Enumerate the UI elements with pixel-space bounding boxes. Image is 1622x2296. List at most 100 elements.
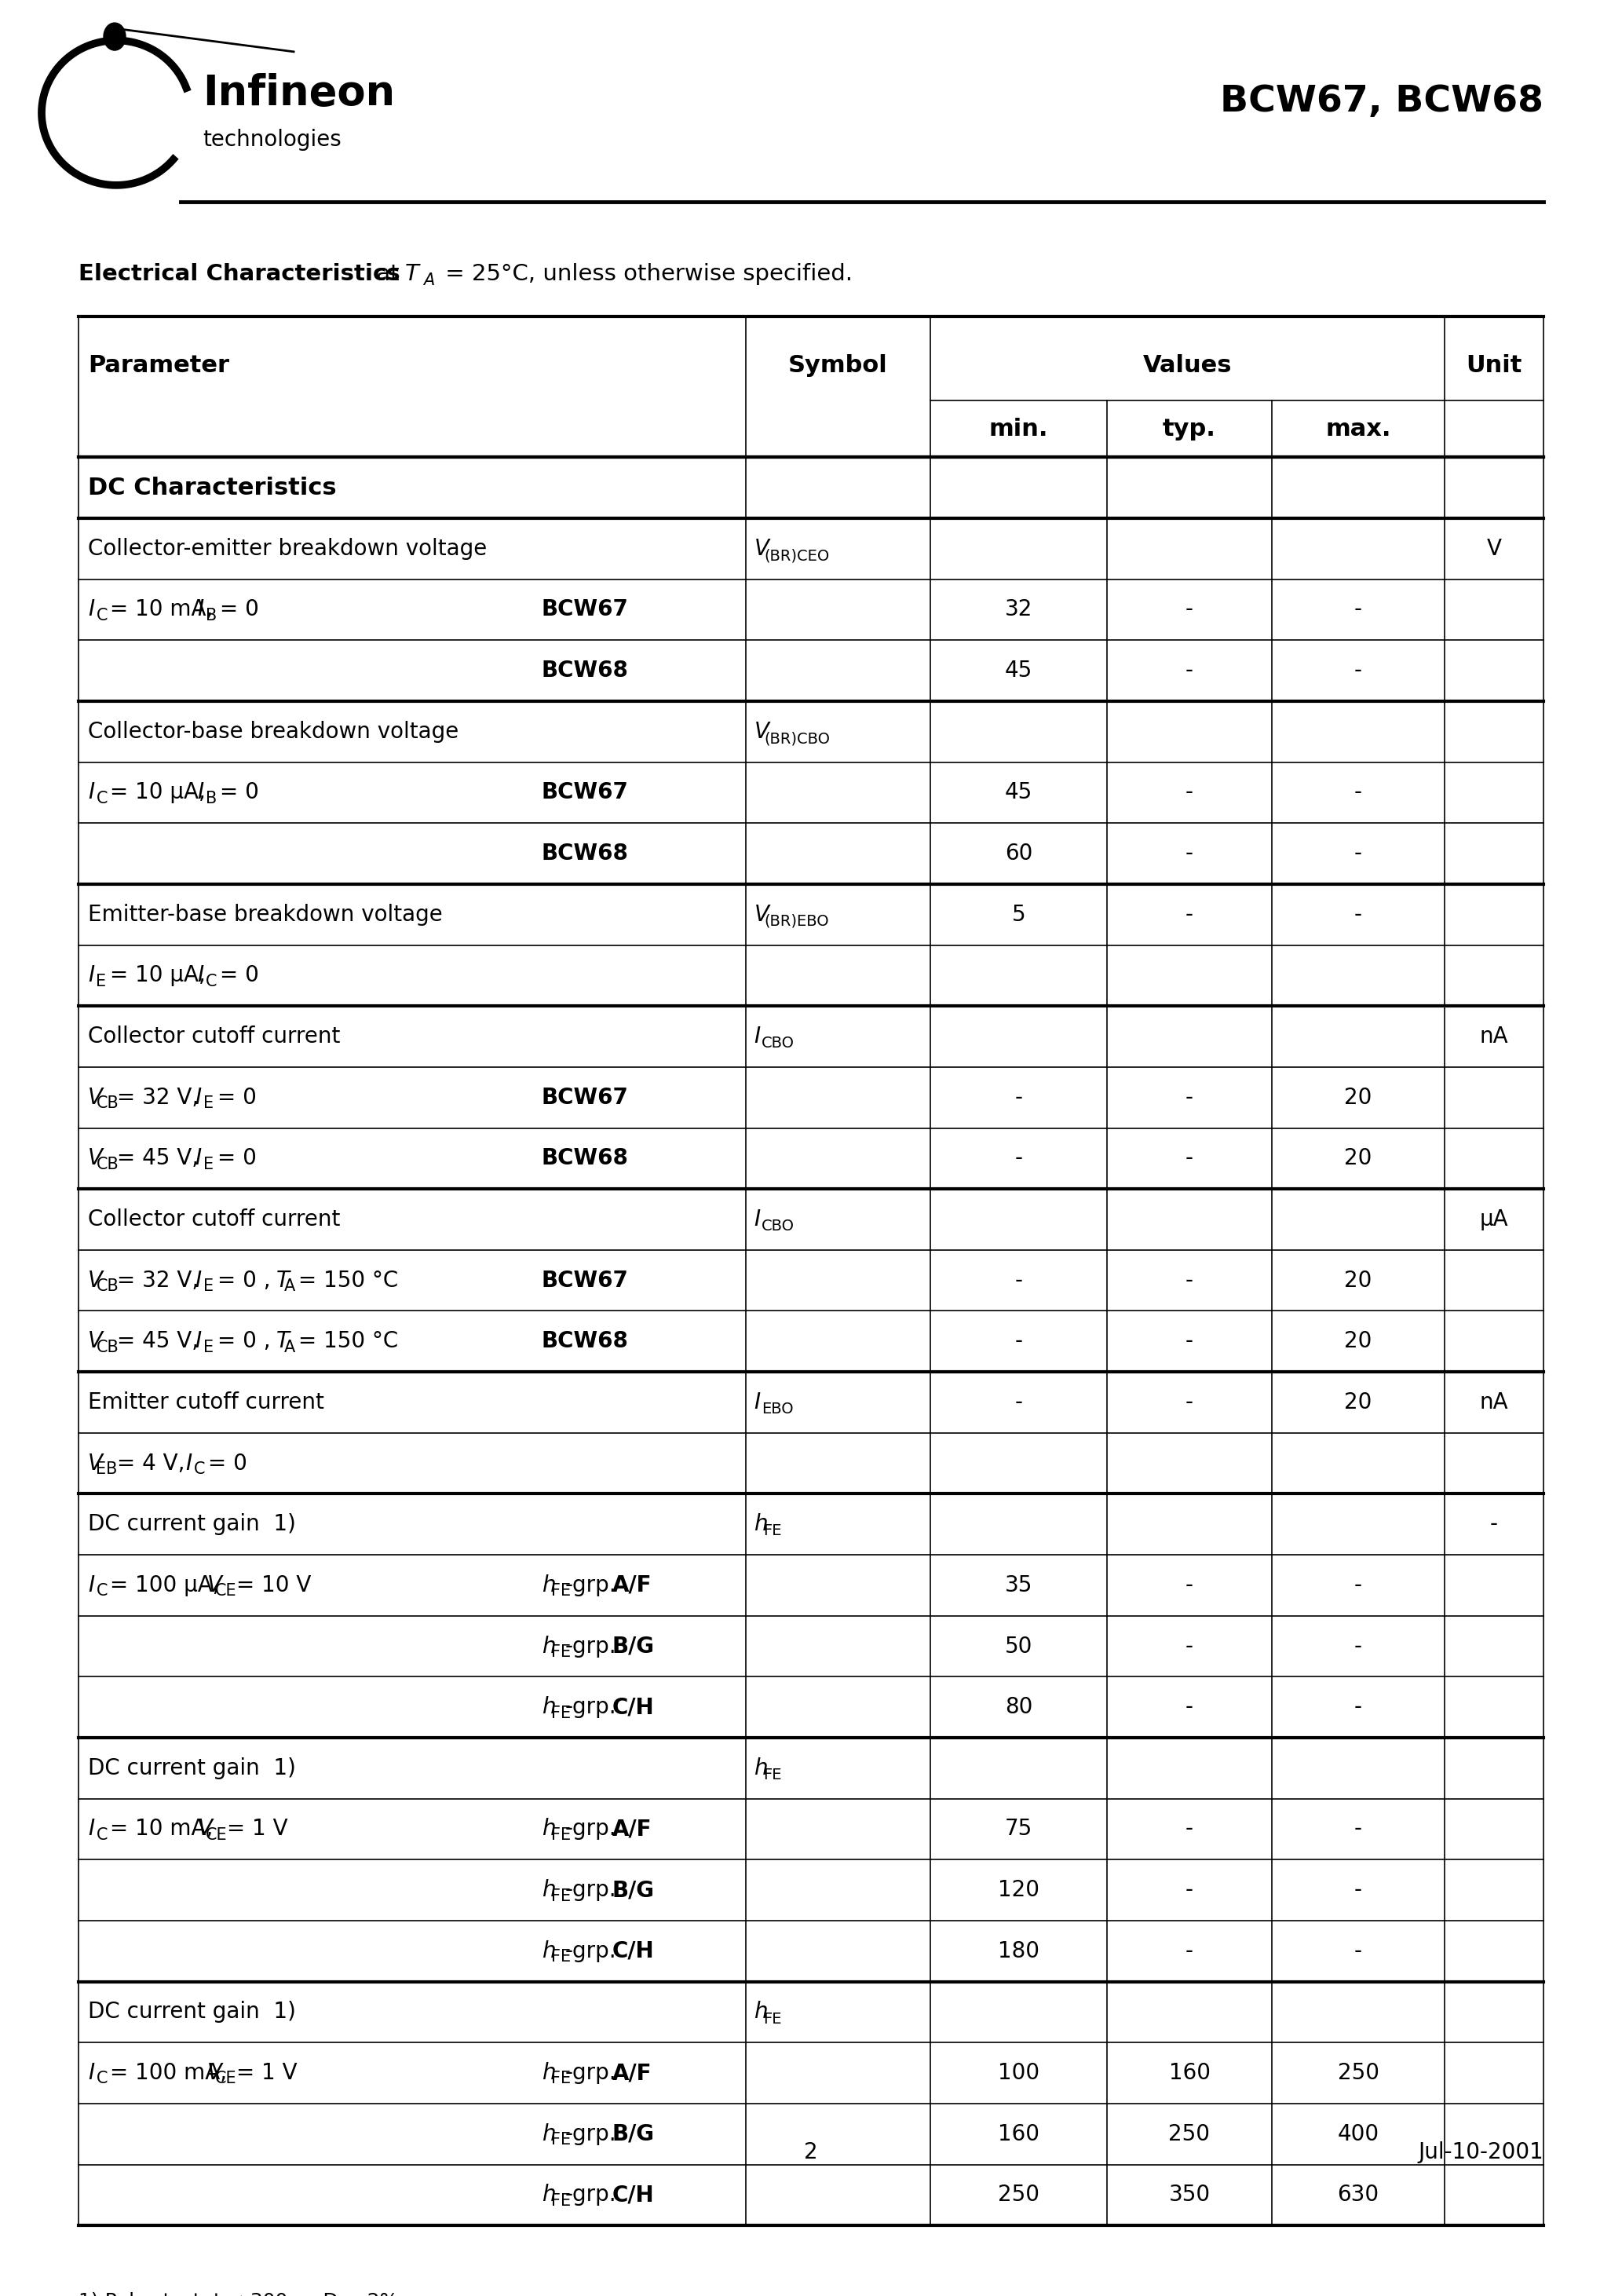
Text: 400: 400 (1338, 2124, 1379, 2144)
Text: $V$: $V$ (754, 721, 772, 742)
Text: CB: CB (96, 1157, 118, 1173)
Text: A/F: A/F (611, 1818, 652, 1839)
Text: I: I (88, 1818, 94, 1839)
Text: E: E (203, 1279, 214, 1295)
Text: -: - (1354, 1635, 1362, 1658)
Text: C: C (96, 2071, 107, 2087)
Text: nA: nA (1479, 1391, 1508, 1414)
Text: -: - (1354, 659, 1362, 682)
Text: $h$: $h$ (754, 1756, 767, 1779)
Text: -: - (1354, 1697, 1362, 1717)
Text: $h$: $h$ (542, 1575, 556, 1596)
Text: = 100 mA,: = 100 mA, (104, 2062, 234, 2085)
Text: $I$: $I$ (754, 1208, 761, 1231)
Text: = 32 V,: = 32 V, (110, 1086, 206, 1109)
Text: 2: 2 (805, 2142, 817, 2163)
Text: = 10 mA,: = 10 mA, (104, 1818, 221, 1839)
Text: FE: FE (762, 1525, 782, 1538)
Text: C: C (206, 974, 217, 990)
Text: BCW67: BCW67 (542, 781, 629, 804)
Text: V: V (88, 1329, 102, 1352)
Text: nA: nA (1479, 1026, 1508, 1047)
Text: A/F: A/F (611, 2062, 652, 2085)
Text: BCW67: BCW67 (542, 599, 629, 620)
Text: FE: FE (551, 1584, 571, 1598)
Text: -grp.: -grp. (564, 1697, 616, 1717)
Text: Infineon: Infineon (203, 73, 396, 115)
Text: V: V (88, 1270, 102, 1290)
Text: I: I (185, 1453, 191, 1474)
Text: C: C (96, 608, 107, 625)
Text: -: - (1186, 1086, 1194, 1109)
Text: max.: max. (1325, 418, 1392, 441)
Text: I: I (88, 781, 94, 804)
Text: V: V (1487, 537, 1502, 560)
Text: $V$: $V$ (754, 905, 772, 925)
Text: 350: 350 (1168, 2183, 1210, 2206)
Text: B/G: B/G (611, 1635, 654, 1658)
Text: DC current gain  1): DC current gain 1) (88, 1756, 295, 1779)
Text: (BR)CEO: (BR)CEO (764, 549, 829, 563)
Text: $I$: $I$ (754, 1026, 761, 1047)
Text: Collector-base breakdown voltage: Collector-base breakdown voltage (88, 721, 459, 742)
Text: = 10 μA,: = 10 μA, (104, 964, 212, 987)
Text: V: V (198, 1818, 212, 1839)
Text: $h$: $h$ (542, 1697, 556, 1717)
Text: 160: 160 (998, 2124, 1040, 2144)
Text: min.: min. (989, 418, 1048, 441)
Text: FE: FE (762, 2011, 782, 2027)
Text: CBO: CBO (762, 1035, 795, 1052)
Text: $h$: $h$ (542, 2124, 556, 2144)
Text: V: V (88, 1086, 102, 1109)
Text: C: C (96, 1584, 107, 1598)
Text: = 0 ,: = 0 , (211, 1270, 277, 1290)
Text: = 10 μA,: = 10 μA, (104, 781, 212, 804)
Text: A: A (284, 1279, 295, 1295)
Text: $h$: $h$ (542, 1940, 556, 1963)
Text: 20: 20 (1345, 1086, 1372, 1109)
Text: Values: Values (1144, 354, 1233, 377)
Text: FE: FE (762, 1768, 782, 1782)
Text: (BR)EBO: (BR)EBO (764, 914, 829, 930)
Text: Parameter: Parameter (88, 354, 229, 377)
Text: CB: CB (96, 1279, 118, 1295)
Text: B: B (206, 790, 217, 806)
Text: B/G: B/G (611, 2124, 654, 2144)
Text: = 1 V: = 1 V (229, 2062, 297, 2085)
Text: -: - (1015, 1148, 1022, 1169)
Text: = 100 μA,: = 100 μA, (104, 1575, 227, 1596)
Text: 20: 20 (1345, 1148, 1372, 1169)
Text: I: I (88, 2062, 94, 2085)
Text: = 0: = 0 (212, 781, 260, 804)
Text: CB: CB (96, 1339, 118, 1355)
Text: -: - (1186, 1329, 1194, 1352)
Text: $h$: $h$ (542, 1635, 556, 1658)
Text: -grp.: -grp. (564, 1818, 616, 1839)
Text: -: - (1186, 1575, 1194, 1596)
Text: EB: EB (96, 1460, 117, 1476)
Text: $T$: $T$ (404, 264, 422, 285)
Text: = 45 V,: = 45 V, (110, 1148, 206, 1169)
Text: = 0: = 0 (201, 1453, 247, 1474)
Text: $h$: $h$ (754, 2002, 767, 2023)
Text: C/H: C/H (611, 1940, 654, 1963)
Text: C: C (96, 790, 107, 806)
Text: -: - (1354, 843, 1362, 866)
Text: = 10 mA,: = 10 mA, (104, 599, 221, 620)
Text: C: C (96, 1828, 107, 1844)
Text: BCW68: BCW68 (542, 1329, 629, 1352)
Text: DC current gain  1): DC current gain 1) (88, 1513, 295, 1536)
Text: I: I (198, 599, 204, 620)
Text: = 0: = 0 (212, 599, 260, 620)
Text: I: I (195, 1329, 201, 1352)
Ellipse shape (104, 23, 125, 51)
Text: Symbol: Symbol (788, 354, 887, 377)
Text: 160: 160 (1168, 2062, 1210, 2085)
Text: CE: CE (206, 1828, 227, 1844)
Text: -grp.: -grp. (564, 1878, 616, 1901)
Text: = 4 V,: = 4 V, (110, 1453, 191, 1474)
Text: Collector-emitter breakdown voltage: Collector-emitter breakdown voltage (88, 537, 487, 560)
Text: Jul-10-2001: Jul-10-2001 (1418, 2142, 1544, 2163)
Text: V: V (88, 1453, 102, 1474)
Text: -grp.: -grp. (564, 1940, 616, 1963)
